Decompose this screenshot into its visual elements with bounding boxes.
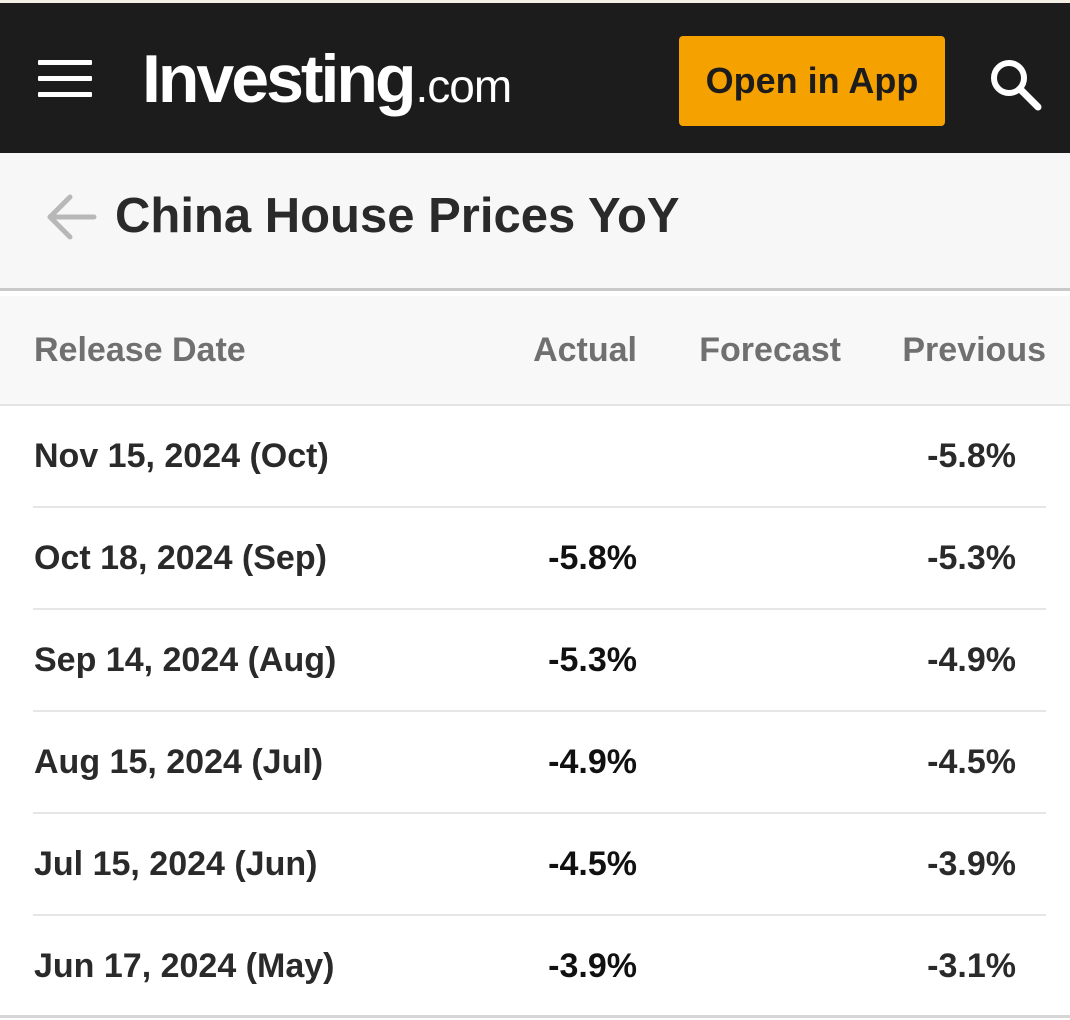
table-row: Jun 17, 2024 (May) -3.9% -3.1% [0, 916, 1070, 1018]
table-row: Oct 18, 2024 (Sep) -5.8% -5.3% [0, 508, 1070, 610]
open-in-app-button[interactable]: Open in App [679, 36, 945, 126]
table-header: Release Date Actual Forecast Previous [0, 296, 1070, 406]
table-row: Aug 15, 2024 (Jul) -4.9% -4.5% [0, 712, 1070, 814]
previous-cell: -5.8% [927, 406, 1016, 506]
release-date-cell: Oct 18, 2024 (Sep) [34, 508, 327, 608]
title-bar: China House Prices YoY [0, 153, 1070, 291]
column-header-previous: Previous [902, 296, 1046, 404]
logo-suffix-text: .com [416, 59, 512, 113]
top-navigation-bar: Investing .com Open in App [0, 0, 1070, 153]
menu-icon-line [38, 60, 92, 65]
previous-cell: -4.5% [927, 712, 1016, 812]
column-header-release-date: Release Date [34, 296, 246, 404]
actual-cell: -4.9% [548, 712, 637, 812]
logo-main-text: Investing [142, 37, 414, 121]
table-row: Nov 15, 2024 (Oct) -5.8% [0, 406, 1070, 508]
menu-icon[interactable] [38, 60, 92, 98]
table-body: Nov 15, 2024 (Oct) -5.8% Oct 18, 2024 (S… [0, 406, 1070, 1018]
actual-cell: -5.3% [548, 610, 637, 710]
site-logo[interactable]: Investing .com [142, 37, 511, 121]
table-row: Jul 15, 2024 (Jun) -4.5% -3.9% [0, 814, 1070, 916]
table-row: Sep 14, 2024 (Aug) -5.3% -4.9% [0, 610, 1070, 712]
release-date-cell: Nov 15, 2024 (Oct) [34, 406, 329, 506]
previous-cell: -4.9% [927, 610, 1016, 710]
column-header-forecast: Forecast [699, 296, 841, 404]
menu-icon-line [38, 76, 92, 81]
page-title: China House Prices YoY [115, 183, 680, 249]
menu-icon-line [38, 92, 92, 97]
actual-cell: -5.8% [548, 508, 637, 608]
actual-cell: -3.9% [548, 916, 637, 1016]
previous-cell: -3.1% [927, 916, 1016, 1016]
previous-cell: -3.9% [927, 814, 1016, 914]
back-arrow-icon[interactable] [46, 191, 98, 243]
back-arrow-glyph [46, 191, 98, 243]
release-date-cell: Sep 14, 2024 (Aug) [34, 610, 336, 710]
search-icon-glyph [988, 57, 1042, 111]
release-date-cell: Jul 15, 2024 (Jun) [34, 814, 317, 914]
release-date-cell: Aug 15, 2024 (Jul) [34, 712, 323, 812]
actual-cell: -4.5% [548, 814, 637, 914]
release-date-cell: Jun 17, 2024 (May) [34, 916, 334, 1016]
search-icon[interactable] [988, 57, 1042, 111]
column-header-actual: Actual [533, 296, 637, 404]
previous-cell: -5.3% [927, 508, 1016, 608]
page: Investing .com Open in App China House P… [0, 0, 1070, 1020]
